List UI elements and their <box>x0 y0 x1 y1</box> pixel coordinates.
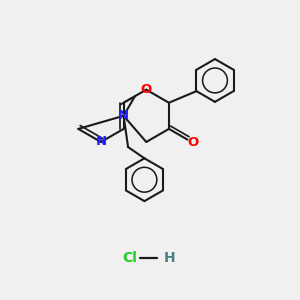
Text: N: N <box>118 109 129 122</box>
Text: O: O <box>141 83 152 96</box>
Text: N: N <box>95 136 106 148</box>
Text: O: O <box>188 136 199 149</box>
Text: H: H <box>164 251 176 266</box>
Text: Cl: Cl <box>122 251 137 266</box>
